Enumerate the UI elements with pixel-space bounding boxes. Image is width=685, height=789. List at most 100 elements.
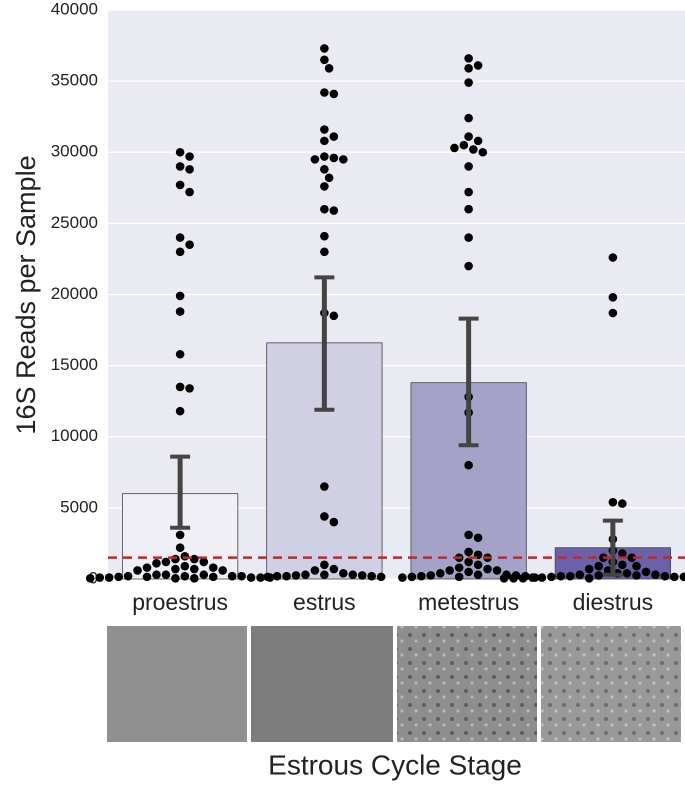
data-point — [584, 573, 594, 583]
data-point — [464, 162, 473, 171]
data-point — [175, 147, 185, 157]
data-point — [199, 557, 209, 567]
micrograph — [397, 626, 537, 742]
data-point — [660, 571, 670, 581]
data-point — [123, 571, 133, 581]
data-point — [473, 560, 483, 570]
data-point — [618, 499, 627, 508]
data-point — [190, 573, 199, 583]
x-axis-title: Estrous Cycle Stage — [268, 749, 522, 780]
data-point — [464, 132, 473, 141]
data-point — [301, 570, 310, 580]
data-point — [256, 573, 265, 582]
data-point — [464, 113, 473, 123]
data-point — [152, 570, 161, 580]
data-point — [320, 247, 329, 257]
data-point — [603, 566, 613, 575]
data-point — [185, 152, 194, 161]
data-point — [320, 182, 329, 191]
data-point — [175, 162, 185, 171]
data-point — [566, 571, 575, 581]
data-point — [185, 384, 194, 393]
y-axis-title: 16S Reads per Sample — [11, 155, 41, 434]
data-point — [324, 64, 334, 73]
data-point — [575, 570, 585, 580]
data-point — [329, 206, 339, 215]
data-point — [320, 482, 329, 491]
data-point — [464, 547, 473, 557]
data-point — [464, 261, 473, 271]
micrograph — [107, 626, 247, 742]
data-point — [459, 140, 469, 150]
data-point — [329, 517, 339, 527]
data-point — [357, 571, 367, 580]
x-tick-label: metestrus — [418, 589, 519, 615]
data-point — [175, 406, 185, 416]
data-point — [180, 561, 190, 571]
data-point — [175, 307, 185, 316]
data-point — [426, 571, 436, 580]
data-point — [518, 573, 528, 583]
y-tick-label: 10000 — [51, 426, 98, 445]
data-point — [320, 88, 329, 97]
data-point — [171, 564, 180, 574]
data-point — [185, 187, 194, 197]
data-point — [473, 570, 483, 580]
data-point — [310, 155, 320, 164]
y-tick-label: 20000 — [51, 284, 98, 303]
y-tick-label: 30000 — [51, 142, 98, 161]
data-point — [338, 155, 348, 164]
data-point — [417, 571, 426, 581]
data-point — [464, 187, 473, 197]
data-point — [679, 572, 685, 582]
data-point — [324, 173, 334, 183]
data-point — [320, 570, 329, 580]
data-point — [478, 147, 488, 157]
data-point — [175, 530, 185, 540]
data-point — [464, 567, 473, 577]
data-point — [175, 349, 185, 359]
data-point — [161, 570, 171, 580]
data-point — [180, 571, 190, 581]
data-point — [208, 572, 218, 582]
data-point — [632, 561, 641, 571]
data-point — [152, 559, 161, 568]
data-point — [651, 570, 660, 580]
data-point — [329, 564, 339, 574]
x-tick-label: proestrus — [132, 589, 228, 615]
data-point — [509, 573, 518, 583]
data-point — [618, 549, 627, 558]
data-point — [622, 569, 632, 578]
x-tick-label: estrus — [293, 589, 356, 615]
data-point — [104, 573, 114, 582]
y-tick-label: 40000 — [51, 0, 98, 18]
y-tick-label: 25000 — [51, 213, 98, 232]
data-point — [407, 572, 417, 582]
data-point — [594, 561, 603, 571]
data-point — [450, 143, 459, 153]
data-point — [320, 125, 329, 134]
data-point — [272, 571, 282, 581]
data-point — [175, 180, 185, 190]
data-point — [114, 572, 123, 582]
data-point — [608, 293, 618, 302]
data-point — [632, 571, 641, 580]
data-point — [329, 153, 339, 163]
data-point — [320, 512, 329, 521]
data-point — [464, 54, 473, 63]
data-point — [190, 564, 199, 574]
data-point — [435, 569, 445, 578]
data-point — [376, 572, 386, 582]
data-point — [584, 564, 594, 574]
data-point — [171, 554, 180, 564]
data-point — [329, 89, 339, 99]
data-point — [483, 564, 492, 574]
data-point — [473, 136, 483, 146]
data-point — [246, 573, 256, 582]
data-point — [320, 560, 329, 570]
data-point — [227, 571, 237, 581]
data-point — [464, 78, 473, 87]
data-point — [537, 573, 547, 582]
data-point — [199, 570, 209, 580]
